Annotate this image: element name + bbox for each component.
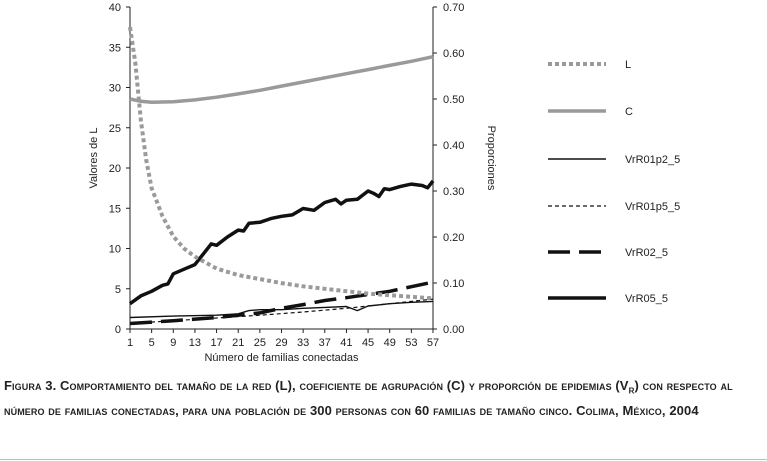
left-tick-label: 35 (109, 42, 121, 54)
x-tick-label: 41 (340, 337, 352, 349)
x-tick-label: 1 (127, 337, 133, 349)
series-layer (128, 26, 435, 326)
x-tick-label: 29 (275, 337, 287, 349)
right-tick-label: 0.10 (443, 278, 464, 290)
x-tick-label: 49 (384, 337, 396, 349)
axes: 05101520253035400.000.100.200.300.400.50… (88, 2, 497, 364)
legend-label-vrr02_5: VrR02_5 (625, 247, 668, 259)
caption-text-end: ) con respecto al número de familias con… (4, 378, 733, 418)
left-tick-label: 15 (109, 203, 121, 215)
left-tick-label: 20 (109, 163, 121, 175)
left-tick-label: 40 (109, 2, 121, 14)
left-tick-label: 5 (115, 284, 121, 296)
x-tick-label: 25 (254, 337, 266, 349)
x-axis-title: Número de familias conectadas (204, 352, 359, 364)
left-tick-label: 0 (115, 324, 121, 336)
left-axis-title: Valores de L (88, 128, 100, 189)
x-tick-label: 5 (149, 337, 155, 349)
left-tick-label: 30 (109, 83, 121, 95)
bottom-rule (0, 459, 767, 460)
legend-label-vrr01p5_5: VrR01p5_5 (625, 201, 680, 213)
right-tick-label: 0.20 (443, 232, 464, 244)
right-tick-label: 0.50 (443, 94, 464, 106)
x-tick-label: 17 (210, 337, 222, 349)
right-tick-label: 0.70 (443, 2, 464, 14)
right-tick-label: 0.60 (443, 48, 464, 60)
legend-label-l: L (625, 59, 631, 71)
caption-subscript: r (628, 384, 635, 397)
series-line-vrr01p2_5 (129, 300, 434, 319)
right-tick-label: 0.00 (443, 324, 464, 336)
series-line-l (128, 26, 434, 301)
series-line-c (129, 54, 434, 104)
chart: 05101520253035400.000.100.200.300.400.50… (88, 2, 680, 364)
legend: L C VrR01p2_5 VrR01p5_5 VrR02_5 VrR05_5 (548, 59, 680, 305)
x-tick-label: 21 (232, 337, 244, 349)
right-tick-label: 0.30 (443, 186, 464, 198)
legend-label-vrr01p2_5: VrR01p2_5 (625, 154, 680, 166)
left-tick-label: 10 (109, 244, 121, 256)
x-tick-label: 33 (297, 337, 309, 349)
legend-label-vrr05_5: VrR05_5 (625, 293, 668, 305)
x-tick-label: 45 (362, 337, 374, 349)
x-tick-label: 9 (170, 337, 176, 349)
series-line-vrr05_5 (128, 179, 435, 306)
x-tick-label: 13 (189, 337, 201, 349)
left-tick-label: 25 (109, 123, 121, 135)
right-tick-label: 0.40 (443, 140, 464, 152)
right-axis-title: Proporciones (485, 126, 497, 191)
figure-caption: Figura 3. Comportamiento del tamaño de l… (4, 376, 762, 420)
x-tick-label: 57 (427, 337, 439, 349)
legend-label-c: C (625, 106, 633, 118)
caption-text: Figura 3. Comportamiento del tamaño de l… (4, 378, 629, 393)
series-line-vrr02_5 (129, 280, 434, 326)
x-tick-label: 37 (319, 337, 331, 349)
x-tick-label: 53 (405, 337, 417, 349)
